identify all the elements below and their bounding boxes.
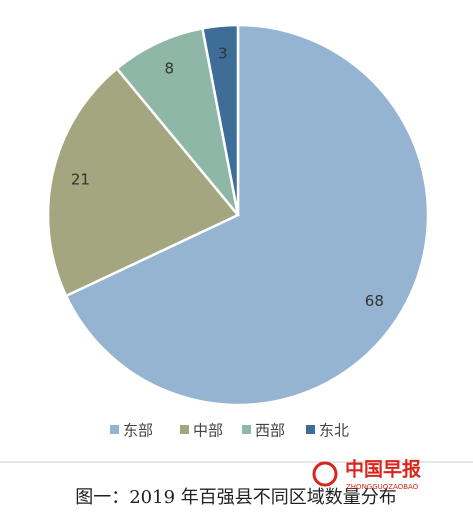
legend-swatch — [242, 425, 251, 434]
legend-label: 西部 — [255, 422, 285, 440]
pie-slice — [64, 23, 430, 407]
legend-swatch — [306, 425, 315, 434]
legend-swatch — [180, 425, 189, 434]
watermark: 中国早报 ZHONGGUOZAOBAO — [312, 458, 421, 491]
pie-slice — [46, 66, 240, 298]
caption: 图一：2019 年百强县不同区域数量分布 — [75, 487, 397, 508]
legend-label: 中部 — [193, 422, 223, 440]
legend-label: 东部 — [123, 422, 153, 440]
legend-swatch — [110, 425, 119, 434]
watermark-logo — [312, 461, 338, 487]
pie-slice — [200, 23, 240, 216]
watermark-subtitle: ZHONGGUOZAOBAO — [346, 483, 419, 491]
data-label: 68 — [365, 292, 384, 310]
pie-slice — [115, 26, 240, 216]
data-label: 8 — [164, 59, 174, 77]
data-label: 3 — [218, 45, 228, 63]
data-label: 21 — [71, 170, 90, 188]
watermark-title: 中国早报 — [345, 458, 421, 481]
legend-label: 东北 — [319, 422, 349, 440]
